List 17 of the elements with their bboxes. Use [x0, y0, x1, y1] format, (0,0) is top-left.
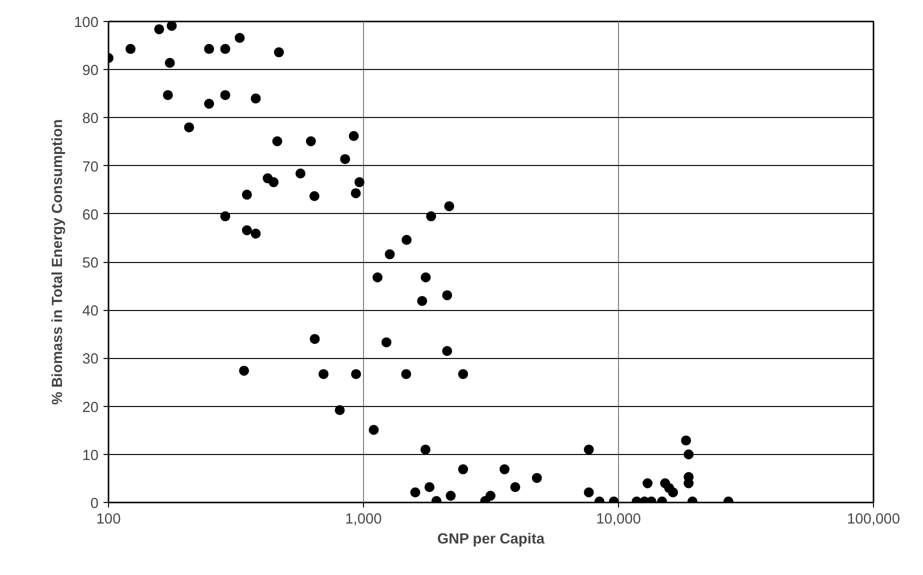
- x-tick-label: 100: [96, 512, 121, 528]
- y-tick-label: 100: [74, 15, 99, 31]
- x-tick-label: 10,000: [596, 512, 641, 528]
- y-tick-label: 80: [82, 111, 99, 128]
- y-tick-label: 60: [82, 207, 99, 224]
- y-tick-label: 70: [82, 159, 99, 176]
- y-axis-title: % Biomass in Total Energy Consumption: [50, 119, 66, 405]
- y-tick-label: 90: [82, 63, 99, 80]
- y-tick-label: 0: [90, 496, 99, 512]
- y-tick-label: 50: [82, 256, 99, 272]
- y-tick-label: 30: [82, 352, 99, 368]
- y-tick-label: 40: [82, 304, 99, 320]
- x-tick-label: 1,000: [345, 512, 382, 528]
- y-tick-label: 20: [82, 400, 99, 416]
- x-axis-title: GNP per Capita: [437, 532, 546, 548]
- x-tick-label: 100,000: [847, 512, 900, 528]
- y-tick-label: 10: [82, 448, 99, 464]
